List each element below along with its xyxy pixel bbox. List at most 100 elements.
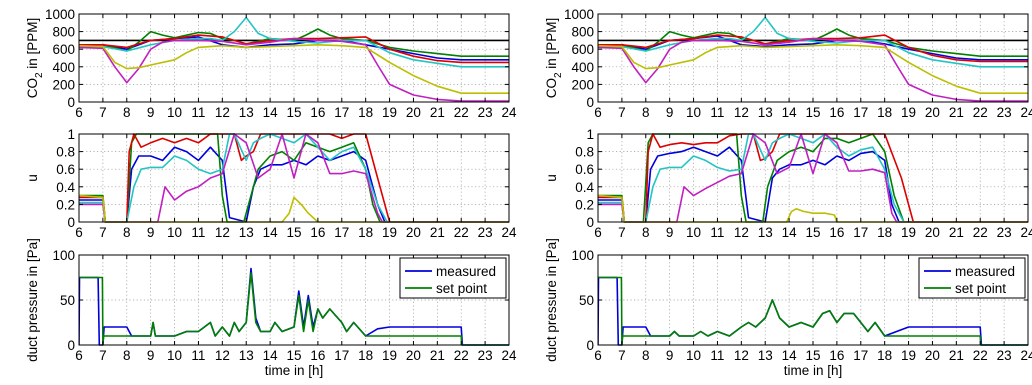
x-tick-label: 6 bbox=[75, 225, 83, 240]
x-tick-label: 10 bbox=[686, 225, 701, 240]
series-group bbox=[79, 133, 509, 223]
y-tick-label: 0 bbox=[586, 95, 594, 110]
x-tick-label: 18 bbox=[877, 105, 892, 120]
x-tick-label: 15 bbox=[805, 225, 820, 240]
x-tick-label: 21 bbox=[430, 225, 445, 240]
chart-panel-left-co2: 6 7 8 9 10 11 12 13 14 15 16 17 18 19 20 21 22 23 24 0 200 40… bbox=[25, 7, 517, 120]
series-group bbox=[79, 16, 509, 102]
x-tick-label: 14 bbox=[263, 105, 279, 120]
y-tick-label: 200 bbox=[571, 77, 594, 92]
x-tick-label: 15 bbox=[805, 348, 820, 363]
x-tick-label: 16 bbox=[829, 348, 844, 363]
series-line-cyan bbox=[79, 16, 509, 68]
x-tick-label: 9 bbox=[666, 348, 674, 363]
x-tick-label: 15 bbox=[286, 348, 301, 363]
y-tick-label: 100 bbox=[52, 248, 75, 263]
x-tick-label: 21 bbox=[949, 348, 964, 363]
y-axis-label: u bbox=[25, 174, 40, 182]
x-tick-label: 12 bbox=[215, 105, 230, 120]
y-tick-label: 600 bbox=[52, 42, 75, 57]
x-tick-label: 7 bbox=[99, 348, 107, 363]
y-axis-label: CO2 in [PPM] bbox=[544, 18, 564, 99]
y-axis-label-part: u bbox=[544, 174, 559, 182]
x-tick-label: 19 bbox=[382, 348, 397, 363]
x-tick-label: 13 bbox=[239, 225, 254, 240]
series-line-cyan bbox=[598, 133, 1028, 223]
x-tick-label: 8 bbox=[123, 105, 131, 120]
x-tick-label: 12 bbox=[734, 348, 749, 363]
legend-label: set point bbox=[436, 281, 487, 296]
y-axis-label-part: CO bbox=[25, 78, 40, 98]
y-axis-label-part: in [PPM] bbox=[544, 18, 559, 73]
x-tick-label: 10 bbox=[167, 225, 182, 240]
y-tick-label: 200 bbox=[52, 77, 75, 92]
y-tick-label: 0 bbox=[67, 215, 75, 230]
x-tick-label: 7 bbox=[618, 105, 626, 120]
y-axis-label: CO2 in [PPM] bbox=[25, 18, 45, 99]
x-tick-label: 18 bbox=[358, 105, 373, 120]
chart-panel-left-u: 6 7 8 9 10 11 12 13 14 15 16 17 18 19 20 21 22 23 24 0 0.2 0.… bbox=[25, 127, 517, 240]
legend-box bbox=[399, 257, 507, 299]
y-tick-label: 0.4 bbox=[575, 180, 594, 195]
x-tick-label: 7 bbox=[99, 105, 107, 120]
x-tick-label: 13 bbox=[758, 105, 773, 120]
x-tick-label: 17 bbox=[853, 105, 868, 120]
x-tick-label: 14 bbox=[263, 348, 279, 363]
x-tick-label: 14 bbox=[263, 225, 279, 240]
x-tick-label: 9 bbox=[147, 348, 155, 363]
y-tick-label: 0.2 bbox=[56, 197, 75, 212]
x-tick-label: 20 bbox=[925, 348, 940, 363]
y-axis-label: duct pressure in [Pa] bbox=[544, 238, 559, 362]
x-tick-label: 18 bbox=[877, 348, 892, 363]
series-line-magenta bbox=[598, 37, 1028, 102]
x-tick-label: 6 bbox=[594, 105, 602, 120]
y-tick-label: 400 bbox=[571, 60, 594, 75]
x-tick-label: 20 bbox=[925, 225, 940, 240]
x-tick-label: 10 bbox=[167, 105, 182, 120]
x-tick-label: 20 bbox=[925, 105, 940, 120]
x-tick-label: 11 bbox=[710, 105, 724, 120]
x-tick-label: 19 bbox=[901, 105, 916, 120]
y-tick-label: 50 bbox=[579, 293, 594, 308]
x-tick-label: 24 bbox=[501, 348, 517, 363]
x-tick-label: 8 bbox=[642, 225, 650, 240]
series-line-magenta bbox=[79, 133, 509, 223]
x-tick-label: 13 bbox=[239, 348, 254, 363]
x-tick-label: 11 bbox=[191, 105, 205, 120]
x-tick-label: 7 bbox=[618, 225, 626, 240]
y-axis-label: duct pressure in [Pa] bbox=[25, 238, 40, 362]
chart-panel-right-u: 6 7 8 9 10 11 12 13 14 15 16 17 18 19 20 21 22 23 24 0 0.2 0.… bbox=[544, 127, 1032, 240]
y-tick-label: 0 bbox=[586, 338, 594, 353]
x-tick-label: 19 bbox=[901, 348, 916, 363]
x-tick-label: 12 bbox=[215, 348, 230, 363]
x-tick-label: 12 bbox=[734, 225, 749, 240]
x-tick-label: 22 bbox=[973, 225, 988, 240]
x-tick-label: 20 bbox=[406, 348, 421, 363]
y-tick-label: 50 bbox=[60, 293, 75, 308]
series-line-olive bbox=[79, 44, 509, 94]
x-tick-label: 21 bbox=[949, 225, 964, 240]
x-tick-label: 16 bbox=[829, 105, 844, 120]
x-tick-label: 20 bbox=[406, 225, 421, 240]
series-line-cyan bbox=[79, 133, 509, 223]
x-tick-label: 6 bbox=[594, 348, 602, 363]
y-axis-label-part: 2 bbox=[553, 72, 564, 78]
x-tick-label: 22 bbox=[973, 105, 988, 120]
legend-label: measured bbox=[955, 264, 1015, 279]
x-tick-label: 12 bbox=[215, 225, 230, 240]
x-tick-label: 23 bbox=[997, 105, 1012, 120]
y-axis-label: u bbox=[544, 174, 559, 182]
series-line-magenta bbox=[79, 37, 509, 102]
x-tick-label: 11 bbox=[710, 348, 724, 363]
x-tick-label: 21 bbox=[430, 348, 445, 363]
x-tick-label: 21 bbox=[949, 105, 964, 120]
x-tick-label: 8 bbox=[642, 105, 650, 120]
y-tick-label: 0.6 bbox=[575, 162, 594, 177]
y-axis-label-part: u bbox=[25, 174, 40, 182]
x-tick-label: 12 bbox=[734, 105, 749, 120]
x-tick-label: 24 bbox=[1020, 348, 1032, 363]
y-tick-label: 0.2 bbox=[575, 197, 594, 212]
series-line-green bbox=[79, 272, 509, 346]
x-tick-label: 24 bbox=[1020, 225, 1032, 240]
